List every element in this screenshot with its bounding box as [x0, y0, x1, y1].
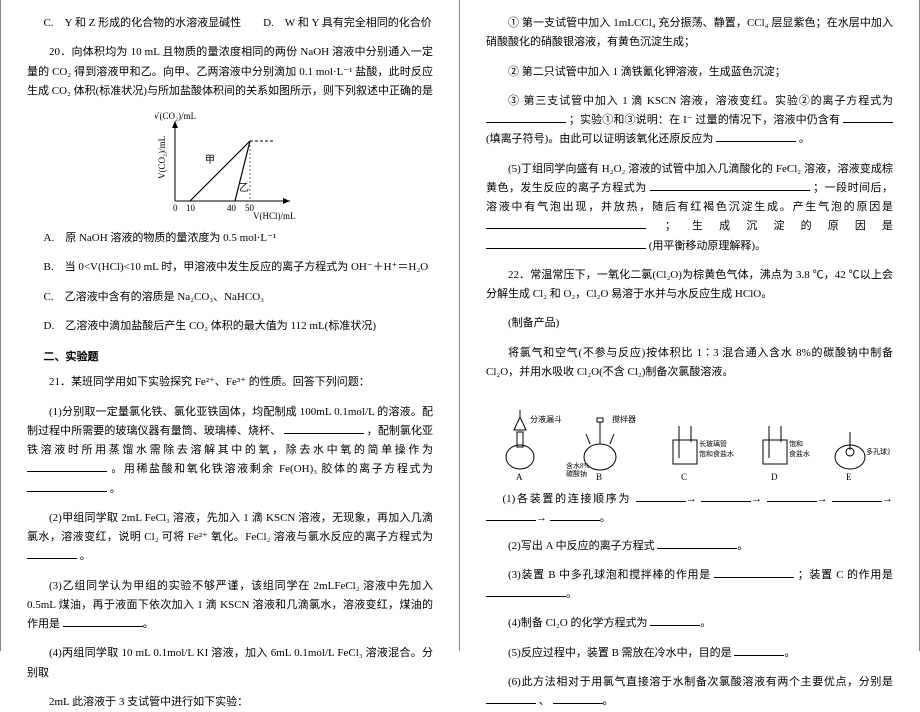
blank [636, 491, 686, 502]
svg-text:40: 40 [227, 203, 237, 213]
apparatus-diagram: 分液漏斗 A 搅拌器 含水8% 碳酸钠 B 长玻璃管 饱和食 [490, 392, 890, 482]
svg-text:多孔球泡: 多孔球泡 [866, 447, 890, 456]
svg-text:0: 0 [173, 203, 178, 213]
q21-3: (3)乙组同学认为甲组的实验不够严谨，该组同学在 2mLFeCl₂ 溶液中先加入… [27, 577, 433, 635]
r3d: 。 [799, 133, 810, 145]
blank [701, 491, 751, 502]
blank [27, 461, 107, 472]
q22-stem: 22．常温常压下，一氧化二氯(Cl₂O)为棕黄色气体，沸点为 3.8 ℃，42 … [486, 266, 893, 305]
svg-text:B: B [596, 472, 602, 482]
q22-prep2: 将氯气和空气(不参与反应)按体积比 1∶3 混合通入含水 8%的碳酸钠中制备 C… [486, 344, 893, 383]
svg-text:饱和: 饱和 [789, 439, 803, 448]
seq-label: (1)各装置的连接顺序为 [503, 493, 632, 505]
r-exp2: ② 第二只试管中加入 1 滴铁氰化钾溶液，生成蓝色沉淀； [486, 63, 893, 82]
svg-text:C: C [681, 472, 687, 482]
q20-chart: 0 10 40 50 V(HCl)/mL V(CO₂)/mL V(CO₂)/mL… [155, 111, 305, 221]
blank [767, 491, 817, 502]
svg-text:搅拌器: 搅拌器 [612, 414, 636, 424]
svg-text:V(CO₂)/mL: V(CO₂)/mL [157, 136, 167, 179]
blank [486, 586, 566, 597]
r3a: ③ 第三支试管中加入 1 滴 KSCN 溶液，溶液变红。实验②的离子方程式为 [508, 95, 893, 107]
svg-text:长玻璃管: 长玻璃管 [699, 439, 727, 448]
blank [27, 481, 107, 492]
blank [553, 693, 603, 704]
r5c: ；生成沉淀的原因是 [665, 220, 893, 232]
r3b: ；实验①和③说明：在 I⁻ 过量的情况下，溶液中仍含有 [569, 114, 840, 126]
s3a: (3)装置 B 中多孔球泡和搅拌棒的作用是 [508, 569, 711, 581]
q22-6: (6)此方法相对于用氯气直接溶于水制备次氯酸溶液有两个主要优点，分别是 、 。 [486, 673, 893, 712]
svg-text:E: E [846, 472, 852, 482]
blank [716, 131, 796, 142]
svg-text:分液漏斗: 分液漏斗 [530, 414, 562, 424]
q19-options-cd: C. Y 和 Z 形成的化合物的水溶液显碱性 D. W 和 Y 具有完全相同的化… [27, 14, 433, 33]
svg-text:D: D [771, 472, 778, 482]
q20-stem: 20．向体积均为 10 mL 且物质的量浓度相同的两份 NaOH 溶液中分别通入… [27, 43, 433, 101]
q21-5: 2mL 此溶液于 3 支试管中进行如下实验： [27, 693, 433, 712]
svg-text:食盐水: 食盐水 [789, 449, 810, 458]
s4: (4)制备 Cl₂O 的化学方程式为 [508, 617, 648, 629]
q20-opt-c: C. 乙溶液中含有的溶质是 Na₂CO₃、NaHCO₃ [27, 288, 433, 307]
q22-prep: (制备产品) [486, 314, 893, 333]
blank [650, 180, 810, 191]
svg-text:碳酸钠: 碳酸钠 [566, 469, 587, 478]
blank [486, 510, 536, 521]
r3c: (填离子符号)。由此可以证明该氧化还原反应为 [486, 133, 713, 145]
q22-1: (1)各装置的连接顺序为 → → → → → 。 [486, 490, 893, 529]
r5d: (用平衡移动原理解释)。 [649, 240, 766, 252]
q22-5: (5)反应过程中，装置 B 需放在冷水中，目的是 。 [486, 644, 893, 663]
svg-text:V(CO₂)/mL: V(CO₂)/mL [155, 111, 196, 121]
blank [284, 423, 364, 434]
s6b: 、 [539, 695, 550, 707]
svg-text:10: 10 [186, 203, 196, 213]
blank [486, 218, 646, 229]
q20-opt-b: B. 当 0<V(HCl)<10 mL 时，甲溶液中发生反应的离子方程式为 OH… [27, 258, 433, 277]
left-column: C. Y 和 Z 形成的化合物的水溶液显碱性 D. W 和 Y 具有完全相同的化… [0, 0, 460, 651]
q20-opt-d: D. 乙溶液中滴加盐酸后产生 CO₂ 体积的最大值为 112 mL(标准状况) [27, 317, 433, 336]
s2: (2)写出 A 中反应的离子方程式 [508, 540, 655, 552]
s3b: ；装置 C 的作用是 [798, 569, 893, 581]
blank [734, 645, 784, 656]
svg-text:含水8%: 含水8% [566, 461, 589, 470]
blank [486, 693, 536, 704]
blank [650, 615, 700, 626]
q21-stem: 21．某班同学用如下实验探究 Fe²⁺、Fe³⁺ 的性质。回答下列问题： [27, 373, 433, 392]
blank [843, 112, 893, 123]
q20-opt-a: A. 原 NaOH 溶液的物质的量浓度为 0.5 mol·L⁻¹ [27, 229, 433, 248]
s5: (5)反应过程中，装置 B 需放在冷水中，目的是 [508, 647, 732, 659]
q21-1-d: 。 [110, 483, 121, 495]
q21-2-b: 。 [80, 550, 91, 562]
r-exp1: ① 第一支试管中加入 1mLCCl₄ 充分振荡、静置，CCl₄ 层显紫色；在水层… [486, 14, 893, 53]
q22-4: (4)制备 Cl₂O 的化学方程式为 。 [486, 614, 893, 633]
right-column: ① 第一支试管中加入 1mLCCl₄ 充分振荡、静置，CCl₄ 层显紫色；在水层… [460, 0, 920, 651]
q22-2: (2)写出 A 中反应的离子方程式 。 [486, 537, 893, 556]
blank [714, 567, 794, 578]
svg-text:乙: 乙 [239, 182, 249, 194]
r-exp3: ③ 第三支试管中加入 1 滴 KSCN 溶液，溶液变红。实验②的离子方程式为 ；… [486, 92, 893, 150]
q22-3: (3)装置 B 中多孔球泡和搅拌棒的作用是 ；装置 C 的作用是 。 [486, 566, 893, 605]
svg-text:V(HCl)/mL: V(HCl)/mL [253, 211, 296, 221]
svg-text:甲: 甲 [205, 155, 215, 166]
svg-text:饱和食盐水: 饱和食盐水 [699, 449, 734, 458]
blank [550, 510, 600, 521]
blank [832, 491, 882, 502]
q21-4: (4)丙组同学取 10 mL 0.1mol/L KI 溶液，加入 6mL 0.1… [27, 644, 433, 683]
r-5: (5)丁组同学向盛有 H₂O₂ 溶液的试管中加入几滴酸化的 FeCl₂ 溶液，溶… [486, 160, 893, 256]
svg-text:A: A [516, 472, 523, 482]
q21-2: (2)甲组同学取 2mL FeCl₃ 溶液，先加入 1 滴 KSCN 溶液，无现… [27, 509, 433, 567]
q21-1-c: 。用稀盐酸和氧化铁溶液剩余 Fe(OH)₃ 胶体的离子方程式为 [111, 463, 433, 475]
blank [657, 538, 737, 549]
blank [27, 548, 77, 559]
section-2-head: 二、实验题 [27, 348, 433, 367]
s6a: (6)此方法相对于用氯气直接溶于水制备次氯酸溶液有两个主要优点，分别是 [508, 676, 893, 688]
q21-2-a: (2)甲组同学取 2mL FeCl₃ 溶液，先加入 1 滴 KSCN 溶液，无现… [27, 512, 433, 543]
blank [63, 616, 143, 627]
blank [486, 238, 646, 249]
q21-1: (1)分别取一定量氯化铁、氯化亚铁固体，均配制成 100mL 0.1mol/L … [27, 403, 433, 499]
blank [486, 112, 566, 123]
